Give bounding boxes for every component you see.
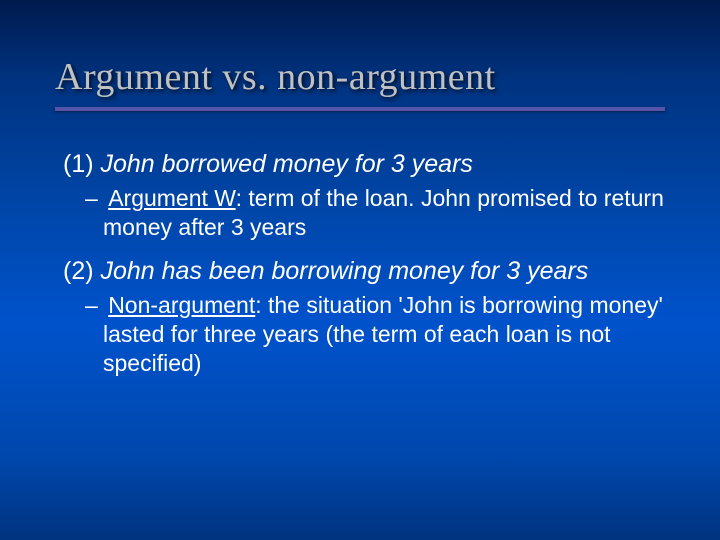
sub-item-2: – Non-argument: the situation 'John is b… bbox=[55, 291, 665, 377]
item-2-text: John has been borrowing money for 3 year… bbox=[101, 257, 589, 285]
slide-title: Argument vs. non-argument bbox=[55, 55, 665, 99]
sub-1-label: Argument W bbox=[108, 185, 235, 211]
slide-container: Argument vs. non-argument (1) John borro… bbox=[0, 0, 720, 540]
item-2: (2) John has been borrowing money for 3 … bbox=[55, 256, 665, 287]
sub-2-label: Non-argument bbox=[108, 292, 255, 318]
group-1: (1) John borrowed money for 3 years – Ar… bbox=[55, 149, 665, 242]
dash-1: – bbox=[85, 185, 108, 211]
sub-item-1: – Argument W: term of the loan. John pro… bbox=[55, 184, 665, 242]
group-2: (2) John has been borrowing money for 3 … bbox=[55, 256, 665, 378]
dash-2: – bbox=[85, 292, 108, 318]
item-2-lead: (2) bbox=[63, 257, 101, 285]
item-1: (1) John borrowed money for 3 years bbox=[55, 149, 665, 180]
item-1-text: John borrowed money for 3 years bbox=[101, 150, 473, 178]
item-1-lead: (1) bbox=[63, 150, 101, 178]
title-underline bbox=[55, 107, 665, 111]
